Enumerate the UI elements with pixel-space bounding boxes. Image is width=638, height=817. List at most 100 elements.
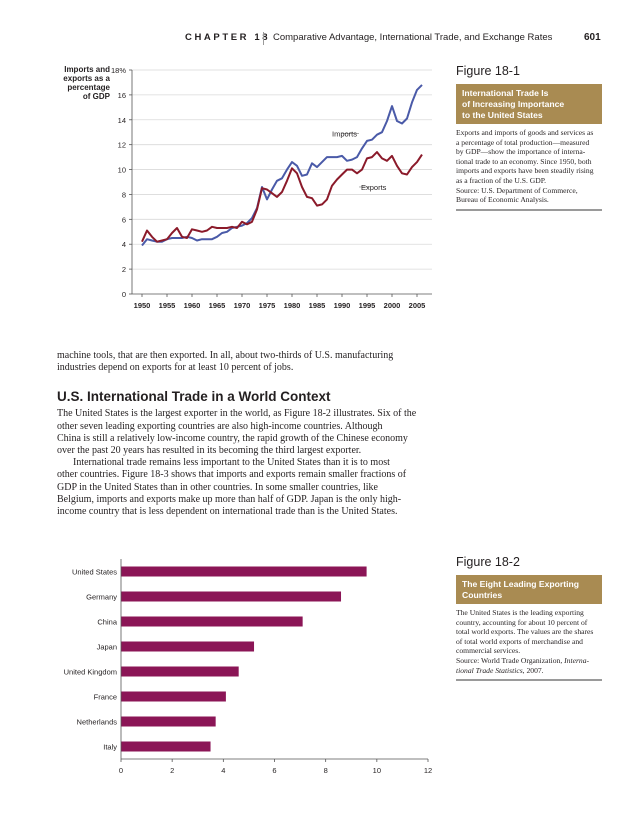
caption-line: imports and exports have been steadily r… <box>456 166 594 176</box>
y-tick-label: 6 <box>122 215 126 224</box>
caption-line: a percentage of total production—measure… <box>456 137 590 147</box>
text-line: machine tools, that are then exported. I… <box>57 350 394 361</box>
imports-line <box>141 84 423 247</box>
bar <box>121 566 367 577</box>
caption-line: tional trade to an economy. Since 1950, … <box>456 156 592 166</box>
x-tick-label: 1950 <box>134 301 151 310</box>
figure-18-1-caption: Figure 18-1 International Trade Is of In… <box>456 64 602 211</box>
x-tick-label: 1980 <box>284 301 301 310</box>
y-tick-labels: 0 2 4 6 8 10 12 14 16 18% <box>111 66 126 299</box>
caption-rule <box>456 679 602 682</box>
y-axis-label-line: of GDP <box>83 92 111 101</box>
source-title: tional Trade Statistics <box>456 665 523 675</box>
y-tick-label: 14 <box>118 116 126 125</box>
caption-text: The United States is the leading exporti… <box>456 608 602 675</box>
caption-line: of total world exports of merchandise an… <box>456 636 583 646</box>
caption-title-box: International Trade Is of Increasing Imp… <box>456 84 602 124</box>
y-axis-label-line: exports as a <box>63 74 110 83</box>
text-line: industries depend on exports for at leas… <box>57 362 294 374</box>
x-tick-label: 12 <box>424 766 432 775</box>
caption-source-line: Bureau of Economic Analysis. <box>456 195 549 205</box>
series-lines <box>141 84 423 247</box>
y-tick-label: 0 <box>122 290 126 299</box>
bar <box>121 591 342 602</box>
category-label: Germany <box>86 593 117 602</box>
category-label: Japan <box>97 643 117 652</box>
y-gridlines <box>132 69 432 270</box>
y-tick-label: 4 <box>122 240 126 249</box>
x-tick-labels: 1950 1955 1960 1965 1970 1975 1980 1985 1990 1995… <box>134 301 426 310</box>
caption-title-line: to the United States <box>462 110 543 120</box>
category-label: France <box>94 693 117 702</box>
caption-line: by GDP—show the importance of interna- <box>456 147 586 157</box>
category-label: Netherlands <box>77 718 118 727</box>
x-tick-label: 1955 <box>159 301 176 310</box>
bar <box>121 741 211 752</box>
paragraph-2: International trade remains less importa… <box>57 457 435 518</box>
x-tick-label: 1960 <box>184 301 201 310</box>
exports-line <box>141 151 423 243</box>
y-tick-label: 12 <box>118 141 126 150</box>
x-tick-label: 0 <box>119 766 123 775</box>
running-head: CHAPTER 18 Comparative Advantage, Intern… <box>0 32 601 48</box>
exports-annotation: Exports <box>361 183 387 192</box>
source-suffix: , 2007. <box>522 665 544 675</box>
figure-18-2-caption: Figure 18-2 The Eight Leading Exporting … <box>456 555 602 682</box>
caption-line: country, accounting for about 10 percent… <box>456 617 588 627</box>
chart-axes <box>120 559 429 762</box>
x-tick-label: 1975 <box>259 301 276 310</box>
y-tick-label: 18% <box>111 66 126 75</box>
caption-title-line: of Increasing Importance <box>462 99 565 109</box>
x-tick-label: 1965 <box>209 301 226 310</box>
bar <box>121 691 226 702</box>
section-heading: U.S. International Trade in a World Cont… <box>57 389 331 405</box>
text-line: Belgium, imports and exports make up mor… <box>57 493 402 505</box>
text-line: International trade remains less importa… <box>73 457 390 469</box>
x-tick-label: 1990 <box>334 301 351 310</box>
intro-paragraph: machine tools, that are then exported. I… <box>57 350 435 374</box>
caption-line: commercial services. <box>456 646 521 656</box>
bar <box>121 716 216 727</box>
source-title: Interna- <box>564 655 590 665</box>
leading-exporters-bar-chart: United States Germany China Japan United Kin… <box>64 559 432 775</box>
text-line: other countries. Figure 18-3 shows that … <box>57 469 407 481</box>
bar <box>121 666 239 677</box>
chapter-title: Comparative Advantage, International Tra… <box>273 32 553 43</box>
y-tick-label: 8 <box>122 190 126 199</box>
caption-title-line: Countries <box>462 590 503 600</box>
x-tick-label: 2000 <box>384 301 401 310</box>
series-annotations: Imports Exports <box>332 129 387 192</box>
category-label: United Kingdom <box>64 668 117 677</box>
x-tick-label: 6 <box>272 766 276 775</box>
text-line: over the past 20 years has resulted in i… <box>57 445 362 457</box>
source-prefix: Source: World Trade Organization, <box>456 655 565 665</box>
caption-title-line: The Eight Leading Exporting <box>462 579 579 589</box>
x-tick-labels: 0 2 4 6 8 10 12 <box>119 766 432 775</box>
caption-line: The United States is the leading exporti… <box>456 608 584 617</box>
chapter-label: CHAPTER 18 <box>185 32 271 43</box>
y-tick-label: 16 <box>118 91 126 100</box>
figure-number: Figure 18-2 <box>456 555 520 569</box>
category-labels: United States Germany China Japan United Kin… <box>64 568 118 752</box>
y-axis-label-line: percentage <box>67 83 110 92</box>
bar <box>121 616 303 627</box>
caption-source-line: Source: World Trade Organization, Intern… <box>456 656 602 666</box>
category-label: Italy <box>103 743 117 752</box>
text-line: GDP in the United States than in other c… <box>57 481 378 493</box>
caption-line: total world exports. The values are the … <box>456 627 594 637</box>
caption-line: Exports and imports of goods and service… <box>456 128 594 137</box>
x-tick-label: 1970 <box>234 301 251 310</box>
header-divider <box>263 32 264 45</box>
paragraph-1: The United States is the largest exporte… <box>57 408 435 457</box>
y-axis-label-line: Imports and <box>64 65 110 74</box>
x-tick-label: 2 <box>170 766 174 775</box>
caption-source-line: Source: U.S. Department of Commerce, <box>456 185 578 195</box>
caption-title-box: The Eight Leading Exporting Countries <box>456 575 602 604</box>
caption-rule <box>456 208 602 211</box>
x-tick-label: 1995 <box>359 301 376 310</box>
body-text: machine tools, that are then exported. I… <box>57 350 435 518</box>
y-tick-label: 2 <box>122 265 126 274</box>
x-tick-label: 4 <box>221 766 225 775</box>
